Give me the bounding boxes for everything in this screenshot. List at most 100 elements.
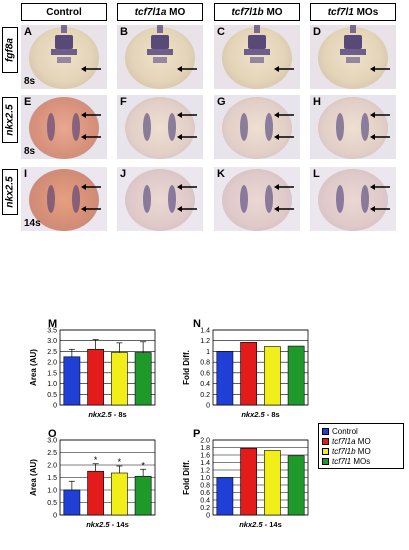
embryo [318, 97, 388, 159]
y-tick-label: 1.4 [200, 460, 210, 467]
y-tick-label: 1.0 [47, 488, 57, 495]
legend-label: tcf7l1 MOs [332, 456, 371, 466]
bar [134, 352, 152, 406]
arrow-indicator [177, 112, 197, 118]
panel-letter: K [217, 168, 225, 180]
embryo-image-panel: C [214, 25, 300, 89]
arrow-indicator [370, 66, 390, 72]
y-tick-label: 1.4 [200, 328, 210, 335]
panel-letter: I [24, 168, 28, 180]
embryo [222, 97, 292, 159]
embryo-image-panel: J [117, 167, 203, 231]
arrow-indicator [177, 206, 197, 212]
bar [111, 352, 128, 406]
y-tick-label: 1.2 [200, 338, 210, 345]
arrow-indicator [81, 206, 101, 212]
embryo-image-panel: L [310, 167, 396, 231]
legend-swatch [322, 437, 329, 445]
stage-label: 14s [24, 218, 41, 229]
plot-frame [59, 329, 156, 406]
chart-panel-letter: O [48, 428, 57, 440]
arrow-indicator [177, 66, 197, 72]
y-tick-label: 2.5 [47, 450, 57, 457]
y-tick-label: 0.4 [200, 381, 210, 388]
panel-letter: G [217, 96, 226, 108]
legend-label: tcf7l1a MO [332, 436, 371, 446]
bar [216, 477, 234, 516]
panel-letter: F [120, 96, 127, 108]
bar [111, 472, 128, 516]
embryo-image-panel: I 14s [21, 167, 107, 231]
bar [216, 351, 234, 406]
x-axis-label: nkx2.5 - 14s [86, 520, 129, 529]
bar [87, 348, 105, 406]
bar-chart: 0 0.2 0.4 0.6 0.8 1 1.2 1.4 Fold Diff. nkx2.5 - 8… [173, 324, 318, 430]
embryo-image-panel: F [117, 95, 203, 159]
embryo-image-panel: B [117, 25, 203, 89]
y-tick-label: 0.8 [200, 360, 210, 367]
y-tick-label: 0.8 [200, 483, 210, 490]
row-label: nkx2.5 [2, 169, 18, 215]
panel-letter: E [24, 96, 32, 108]
bar [63, 489, 81, 516]
embryo-image-panel: A 8s [21, 25, 107, 89]
arrow-indicator [274, 184, 294, 190]
column-header: Control [21, 3, 107, 21]
y-tick-label: 3.0 [47, 438, 57, 445]
y-tick-label: 0 [53, 513, 57, 520]
y-tick-label: 1 [206, 349, 210, 356]
column-header: tcf7l1 MOs [310, 3, 396, 21]
column-header: tcf7l1a MO [117, 3, 203, 21]
x-axis-label: nkx2.5 - 14s [239, 520, 282, 529]
stage-label: 8s [24, 146, 36, 157]
y-tick-label: 1.5 [47, 475, 57, 482]
arrow-indicator [370, 112, 390, 118]
legend-entry: tcf7l1 MOs [322, 456, 400, 466]
legend-swatch [322, 457, 329, 465]
bar [264, 346, 281, 406]
arrow-indicator [81, 134, 101, 140]
bar [287, 455, 305, 516]
arrow-indicator [274, 206, 294, 212]
arrow-indicator [274, 134, 294, 140]
embryo [29, 97, 99, 159]
legend-swatch [322, 427, 329, 435]
bar [240, 447, 258, 516]
y-tick-label: 2.0 [47, 360, 57, 367]
legend-swatch [322, 447, 329, 455]
arrow-indicator [177, 134, 197, 140]
panel-letter: H [313, 96, 321, 108]
y-axis-label: Area (AU) [29, 349, 38, 386]
embryo-image-panel: E 8s [21, 95, 107, 159]
panel-letter: J [120, 168, 127, 180]
bar-chart: 0 0.5 1.0 1.5 2.0 2.5 3.0 Area (AU) * * * nkx2.5 - … [20, 434, 165, 540]
y-tick-label: 2.0 [47, 463, 57, 470]
embryo-image-panel: H [310, 95, 396, 159]
stage-label: 8s [24, 76, 36, 87]
arrow-indicator [81, 66, 101, 72]
legend-label: Control [332, 426, 358, 436]
y-tick-label: 0.6 [200, 490, 210, 497]
y-tick-label: 3.0 [47, 338, 57, 345]
y-tick-label: 0.5 [47, 392, 57, 399]
embryo [125, 169, 195, 231]
x-axis-label: nkx2.5 - 8s [241, 410, 279, 419]
embryo [29, 169, 99, 231]
y-tick-label: 0 [53, 403, 57, 410]
arrow-indicator [81, 184, 101, 190]
y-tick-label: 3.5 [47, 328, 57, 335]
arrow-indicator [370, 184, 390, 190]
arrow-indicator [370, 206, 390, 212]
bar-chart: 0 0.5 1.0 1.5 2.0 2.5 3.0 3.5 Area (AU) nkx2.5 - … [20, 324, 165, 430]
panel-letter: B [120, 26, 128, 38]
embryo-image-panel: D [310, 25, 396, 89]
bar [63, 356, 81, 406]
y-tick-label: 1.8 [200, 445, 210, 452]
legend-entry: tcf7l1a MO [322, 436, 400, 446]
y-axis-label: Area (AU) [29, 459, 38, 496]
y-axis-label: Fold Diff. [182, 460, 191, 495]
y-tick-label: 1.6 [200, 453, 210, 460]
y-tick-label: 2.5 [47, 349, 57, 356]
row-label: nkx2.5 [2, 97, 18, 143]
row-label: fgf8a [2, 27, 18, 73]
